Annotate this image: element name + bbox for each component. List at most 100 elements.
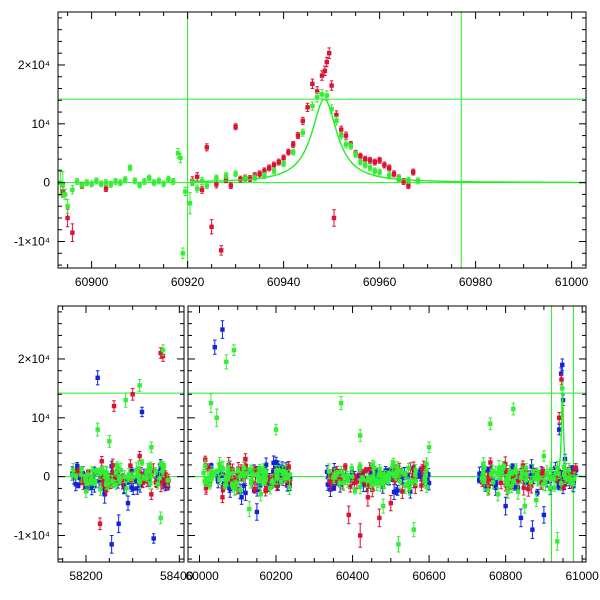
point-marker [230, 485, 236, 490]
point-marker [287, 472, 293, 477]
point-marker [95, 375, 100, 380]
point-marker [171, 179, 176, 184]
bottom-plot-segment-1 [58, 344, 184, 554]
point-marker [126, 472, 132, 477]
data-point [572, 471, 577, 487]
point-marker [510, 464, 515, 469]
point-marker [339, 127, 344, 132]
data-point [223, 172, 229, 180]
point-marker [271, 162, 277, 168]
point-marker [213, 470, 218, 475]
point-marker [98, 475, 104, 481]
point-marker [406, 183, 411, 188]
point-marker [291, 149, 296, 155]
point-marker [329, 83, 334, 88]
data-point [343, 131, 349, 140]
point-marker [363, 162, 368, 168]
data-point [127, 164, 133, 172]
point-marker [207, 482, 213, 487]
point-marker [103, 180, 109, 185]
point-marker [79, 182, 85, 188]
point-marker [348, 143, 353, 149]
point-marker [201, 470, 206, 476]
data-point [530, 463, 536, 479]
data-point [109, 474, 115, 489]
point-marker [163, 472, 168, 477]
data-point [209, 219, 214, 235]
data-point [146, 463, 152, 474]
point-marker [422, 476, 427, 481]
data-point [89, 180, 94, 188]
point-marker [214, 175, 219, 181]
data-point [339, 131, 344, 140]
point-marker [96, 479, 102, 484]
x-tick-label: 60200 [259, 569, 293, 583]
data-point [557, 423, 562, 436]
point-marker [113, 476, 118, 481]
y-tick-label: 0 [43, 176, 50, 190]
point-marker [137, 383, 142, 388]
point-marker [89, 485, 94, 491]
point-marker [203, 485, 209, 491]
x-tick-label: 60920 [171, 275, 205, 289]
data-point [310, 101, 315, 111]
data-point [343, 140, 349, 149]
data-point [485, 485, 491, 496]
point-marker [206, 480, 211, 485]
point-marker [525, 480, 530, 485]
data-point [263, 468, 269, 476]
point-marker [544, 471, 550, 476]
point-marker [541, 512, 547, 518]
data-point [65, 198, 70, 214]
point-marker [395, 466, 400, 472]
data-point [103, 185, 109, 192]
point-marker [157, 472, 163, 478]
data-point [305, 102, 310, 112]
data-point [422, 470, 427, 486]
point-marker [217, 462, 222, 467]
point-marker [400, 470, 405, 475]
data-point [560, 358, 565, 372]
point-marker [254, 509, 260, 515]
point-marker [333, 480, 339, 485]
point-marker [528, 479, 534, 485]
data-point [326, 463, 332, 480]
point-marker [157, 475, 162, 481]
point-marker [324, 93, 329, 98]
data-point [123, 176, 128, 184]
point-marker [421, 464, 426, 470]
point-marker [524, 473, 529, 478]
point-marker [519, 475, 524, 481]
point-marker [104, 471, 109, 476]
point-marker [203, 463, 208, 469]
data-point [243, 175, 248, 182]
point-marker [420, 467, 425, 472]
point-marker [555, 539, 560, 544]
data-point [204, 143, 209, 152]
data-point [244, 467, 250, 480]
point-marker [195, 174, 200, 179]
point-marker [305, 105, 310, 110]
data-point [274, 470, 279, 481]
x-tick-label: 60600 [412, 569, 446, 583]
data-point [73, 473, 79, 480]
data-point [358, 523, 363, 548]
point-marker [243, 456, 248, 462]
data-point [345, 473, 351, 488]
point-marker [235, 468, 241, 473]
data-point [514, 463, 519, 478]
data-point [212, 339, 217, 355]
point-marker [413, 483, 418, 489]
point-marker [116, 521, 121, 526]
data-point [327, 47, 332, 59]
point-marker [178, 155, 183, 161]
point-marker [92, 481, 97, 486]
data-point [328, 474, 333, 491]
point-marker [125, 500, 131, 506]
point-marker [349, 465, 355, 471]
point-marker [263, 469, 269, 475]
point-marker [97, 468, 102, 474]
point-marker [522, 503, 527, 509]
point-marker [511, 479, 517, 484]
